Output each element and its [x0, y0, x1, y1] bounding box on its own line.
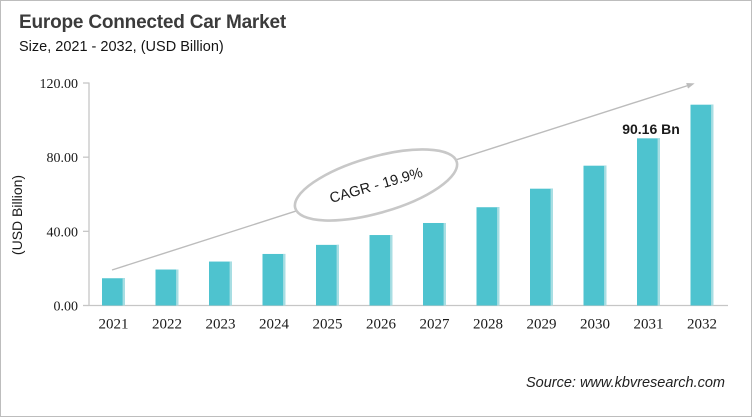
bar-2026: [369, 235, 393, 306]
x-tick-label-2030: 2030: [580, 317, 610, 333]
bar-2031: [637, 138, 660, 306]
bar-edge-2025: [336, 244, 339, 306]
bar-edge-2026: [390, 235, 393, 306]
x-tick-label-2023: 2023: [206, 317, 236, 333]
bar-2021: [102, 278, 125, 306]
bar-edge-2032: [711, 104, 714, 306]
bar-2032: [690, 104, 714, 306]
y-tick-label: 120.00: [40, 77, 79, 92]
bar-edge-2030: [604, 165, 607, 306]
x-tick-label-2031: 2031: [634, 317, 664, 333]
x-tick-label-2032: 2032: [687, 317, 717, 333]
bar-edge-2021: [122, 278, 125, 306]
bar-edge-2029: [550, 188, 553, 306]
y-axis-title: (USD Billion): [9, 175, 25, 255]
bar-edge-2031: [657, 138, 660, 306]
x-tick-label-2029: 2029: [527, 317, 557, 333]
bar-2028: [476, 207, 500, 306]
x-tick-label-2026: 2026: [366, 317, 397, 333]
y-tick-label: 0.00: [54, 300, 79, 315]
cagr-annotation-group: CAGR - 19.9%: [293, 148, 459, 222]
bar-edge-2027: [443, 222, 446, 306]
bar-2027: [423, 222, 446, 306]
x-tick-label-2027: 2027: [420, 317, 451, 333]
bar-2022: [155, 269, 179, 306]
bar-edge-2028: [497, 207, 500, 306]
x-tick-label-2022: 2022: [152, 317, 182, 333]
cagr-ellipse: [293, 148, 459, 222]
x-tick-label-2024: 2024: [259, 317, 290, 333]
bar-2024: [262, 253, 286, 306]
chart-title: Europe Connected Car Market: [19, 12, 286, 33]
x-tick-label-2021: 2021: [99, 317, 129, 333]
bar-2023: [209, 261, 232, 306]
bar-edge-2023: [229, 261, 232, 306]
bar-2030: [583, 165, 607, 306]
bar-2029: [530, 188, 553, 306]
x-tick-label-2025: 2025: [313, 317, 343, 333]
bar-edge-2024: [283, 253, 286, 306]
bar-2025: [316, 244, 339, 306]
source-credit: Source: www.kbvresearch.com: [525, 375, 725, 391]
x-tick-label-2028: 2028: [473, 317, 503, 333]
y-tick-label: 40.00: [47, 225, 79, 240]
data-label: 90.16 Bn: [622, 121, 680, 137]
y-tick-label: 80.00: [47, 151, 79, 166]
chart-subtitle: Size, 2021 - 2032, (USD Billion): [19, 39, 224, 55]
bar-edge-2022: [176, 269, 179, 306]
